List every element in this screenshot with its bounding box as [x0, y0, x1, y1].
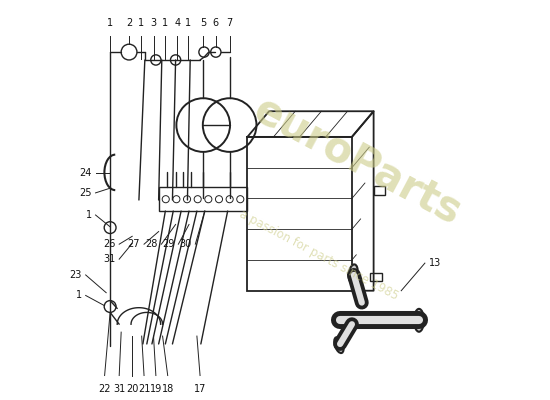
Text: 2: 2 — [126, 18, 132, 28]
Text: 20: 20 — [126, 384, 139, 394]
Text: 6: 6 — [213, 18, 219, 28]
Text: 17: 17 — [194, 384, 206, 394]
Text: 7: 7 — [227, 18, 233, 28]
Ellipse shape — [349, 264, 358, 282]
Text: 31: 31 — [103, 254, 115, 264]
Text: 25: 25 — [79, 188, 92, 198]
Text: a passion for parts since 1985: a passion for parts since 1985 — [236, 208, 400, 303]
Text: 5: 5 — [200, 18, 206, 28]
Text: 4: 4 — [174, 18, 180, 28]
Text: 1: 1 — [185, 18, 191, 28]
Ellipse shape — [334, 337, 344, 353]
Text: 13: 13 — [429, 258, 441, 268]
Text: 27: 27 — [128, 239, 140, 249]
Text: 28: 28 — [145, 239, 157, 249]
Text: 30: 30 — [179, 239, 191, 249]
Text: 19: 19 — [150, 384, 162, 394]
Text: 31: 31 — [113, 384, 125, 394]
Text: 22: 22 — [98, 384, 111, 394]
Text: 21: 21 — [138, 384, 150, 394]
Text: 1: 1 — [107, 18, 113, 28]
Text: 1: 1 — [85, 210, 92, 220]
Text: 26: 26 — [103, 239, 115, 249]
Text: 1: 1 — [138, 18, 144, 28]
Text: 29: 29 — [162, 239, 174, 249]
Text: 24: 24 — [79, 168, 92, 178]
Text: 1: 1 — [75, 290, 82, 300]
Ellipse shape — [414, 309, 424, 332]
Text: 18: 18 — [162, 384, 174, 394]
Text: 3: 3 — [151, 18, 157, 28]
Text: euroParts: euroParts — [246, 88, 469, 233]
Text: 23: 23 — [69, 270, 82, 280]
Text: 1: 1 — [162, 18, 168, 28]
